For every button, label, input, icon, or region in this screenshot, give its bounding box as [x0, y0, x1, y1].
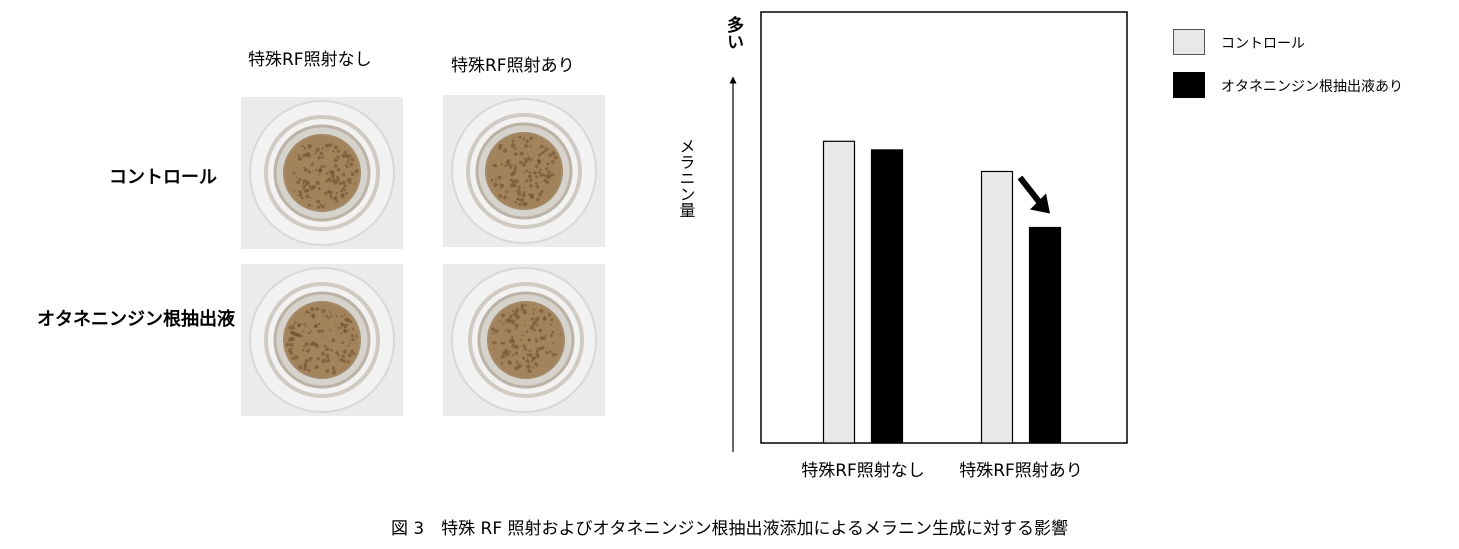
legend-label-ginseng: オタネニンジン根抽出液あり	[1221, 79, 1403, 95]
cell-photo-control-no-rf	[241, 97, 403, 249]
y-axis-top-label: 多い	[723, 15, 744, 50]
figure-caption: 図 3 特殊 RF 照射およびオタネニンジン根抽出液添加によるメラニン生成に対す…	[390, 519, 1069, 539]
plot-frame	[760, 11, 1128, 444]
cell-photo-ginseng-no-rf	[241, 264, 403, 416]
legend-swatch-ginseng	[1173, 72, 1205, 98]
bar-ginseng-no-rf	[870, 149, 904, 444]
legend-label-control: コントロール	[1221, 36, 1305, 52]
bar-ginseng-rf	[1028, 226, 1062, 444]
x-tick-label-rf: 特殊RF照射あり	[959, 461, 1083, 481]
photo-row-header-ginseng: オタネニンジン根抽出液	[37, 309, 235, 330]
cell-photo-ginseng-rf	[443, 264, 605, 416]
decrease-arrow-head	[1030, 193, 1050, 214]
cell-photo-control-rf	[443, 95, 605, 247]
x-tick-label-no-rf: 特殊RF照射なし	[801, 461, 925, 481]
photo-column-header-rf: 特殊RF照射あり	[451, 56, 575, 76]
photo-column-header-no-rf: 特殊RF照射なし	[248, 50, 372, 70]
photo-row-header-control: コントロール	[109, 167, 217, 188]
decrease-arrow-shaft	[1017, 175, 1045, 208]
legend-swatch-control	[1173, 29, 1205, 55]
y-axis-label: メラニン量	[677, 138, 696, 218]
bar-control-rf	[980, 170, 1014, 444]
bar-control-no-rf	[822, 140, 856, 444]
